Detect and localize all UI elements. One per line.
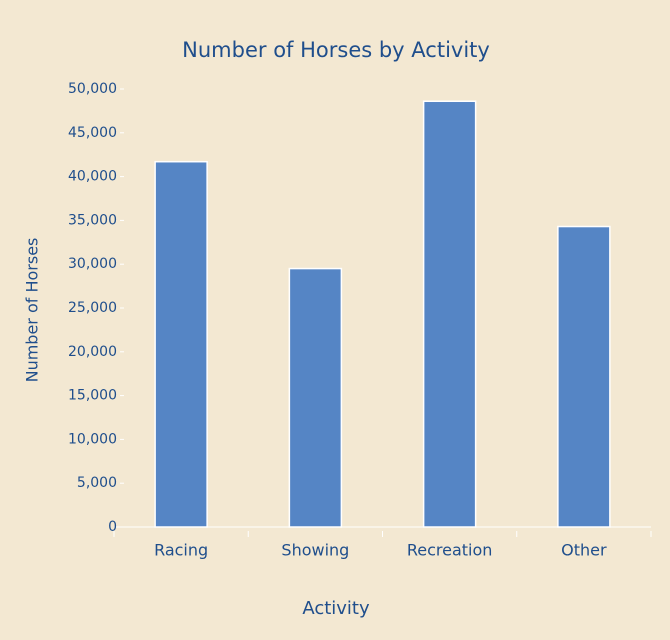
y-tick-label: 5,000 — [77, 475, 117, 491]
x-tick-label: Racing — [154, 541, 208, 560]
y-tick-label: 35,000 — [68, 212, 117, 228]
y-tick-label: 30,000 — [68, 256, 117, 272]
y-tick-label: 0 — [108, 519, 117, 535]
bar — [422, 100, 477, 528]
bar — [154, 160, 208, 528]
x-tick-label: Showing — [281, 541, 349, 560]
bar — [557, 225, 611, 528]
y-tick-label: 20,000 — [68, 344, 117, 360]
y-tick-label: 50,000 — [68, 81, 117, 97]
chart-title: Number of Horses by Activity — [182, 38, 490, 62]
y-tick-label: 15,000 — [68, 388, 117, 404]
bar — [288, 267, 343, 528]
y-tick-label: 10,000 — [68, 431, 117, 447]
y-tick-label: 45,000 — [68, 125, 117, 141]
x-tick-label: Other — [561, 541, 607, 560]
y-tick-label: 40,000 — [68, 169, 117, 185]
x-tick-label: Recreation — [407, 541, 493, 560]
y-tick-label: 25,000 — [68, 300, 117, 316]
y-axis-label: Number of Horses — [23, 238, 42, 383]
x-axis-label: Activity — [302, 598, 370, 619]
